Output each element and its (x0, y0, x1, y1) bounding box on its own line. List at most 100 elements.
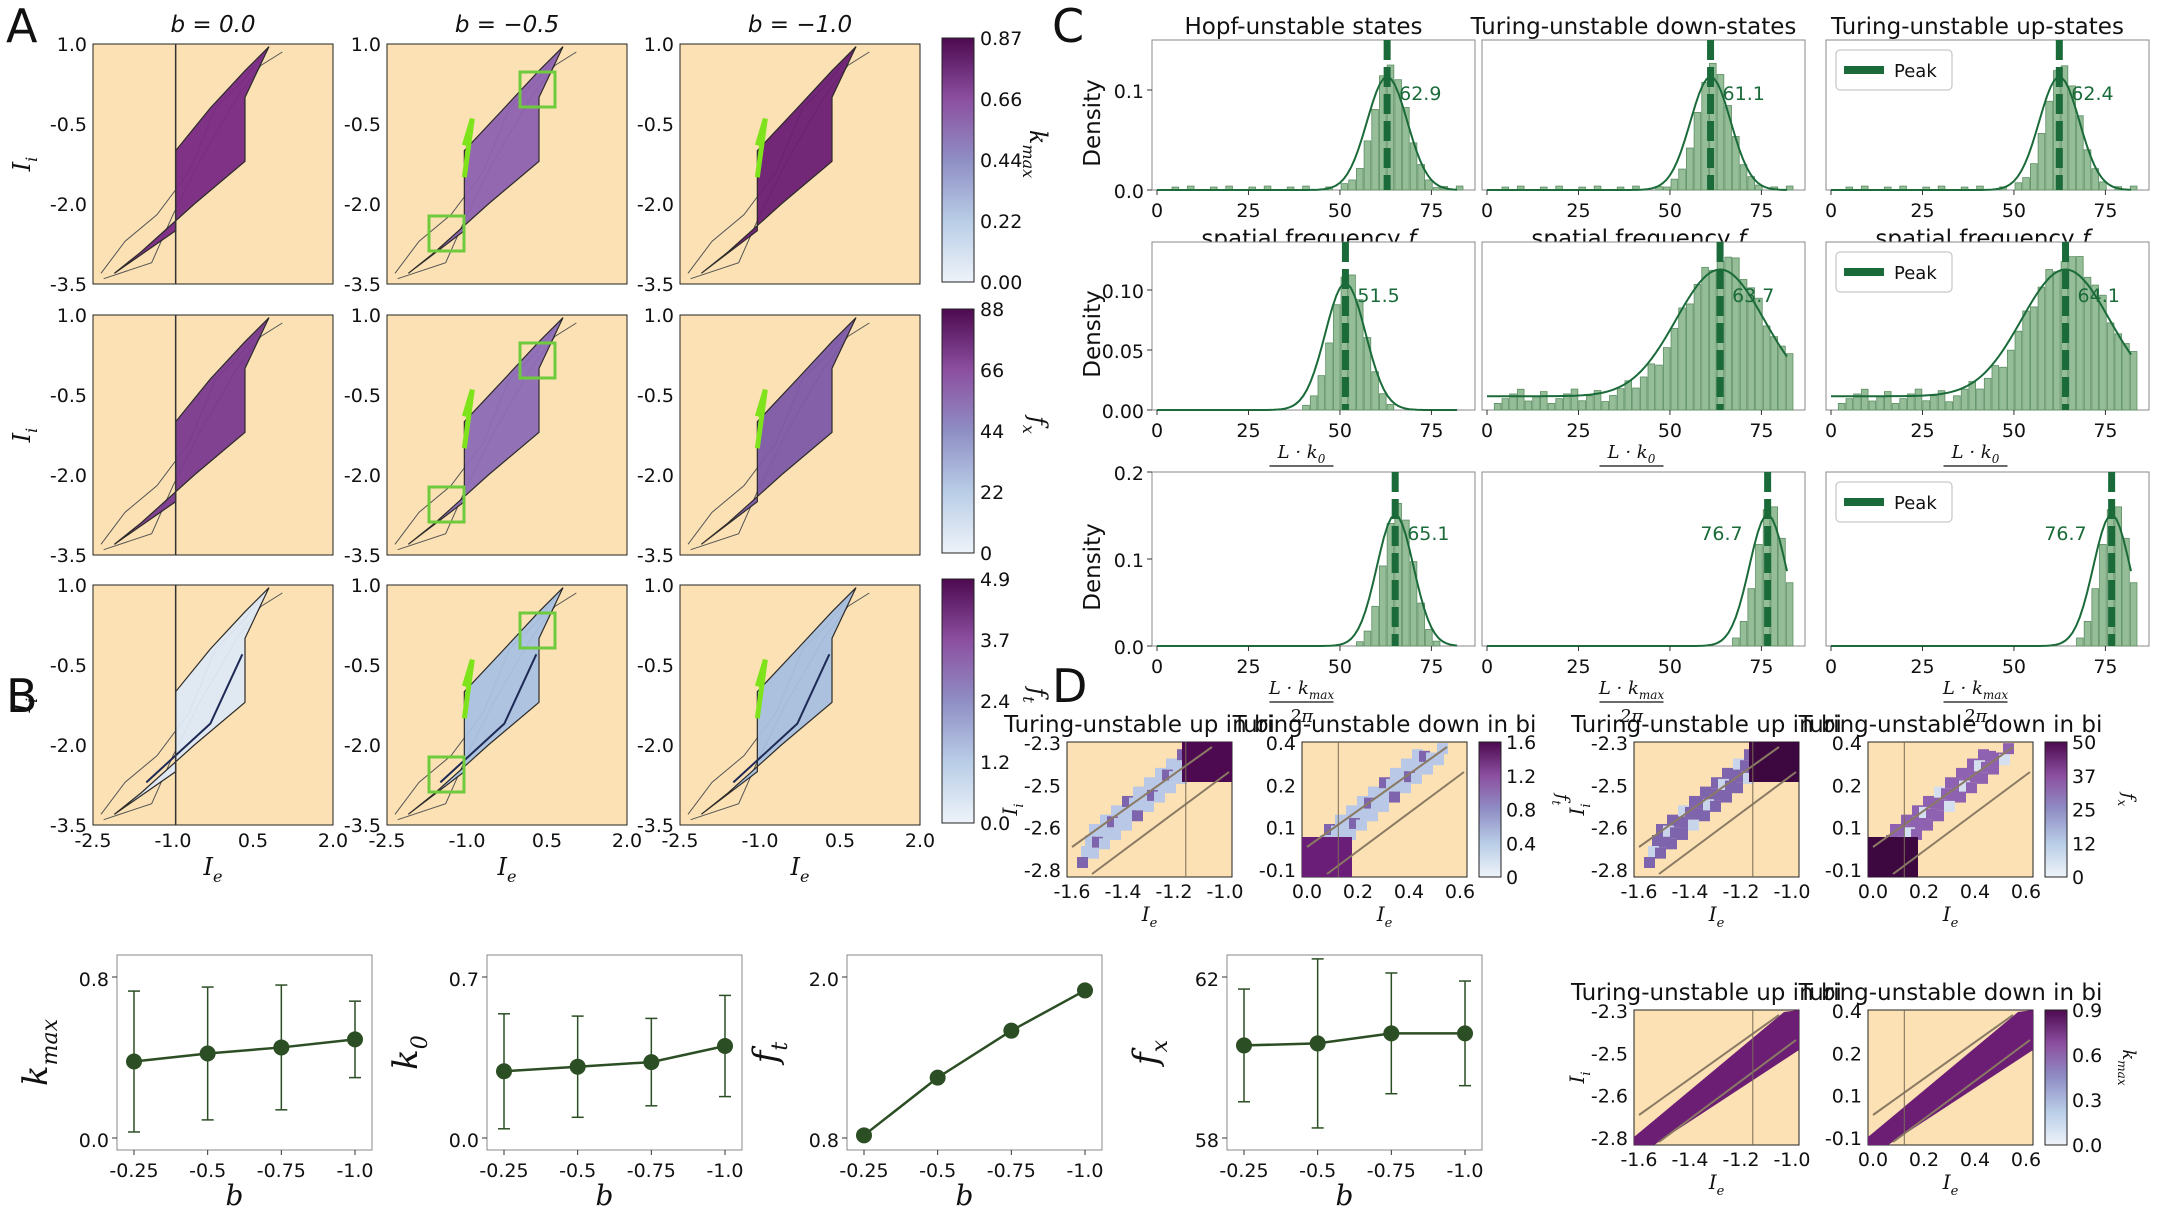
x-axis-label: b (226, 1179, 244, 1212)
hist-bar (2068, 85, 2076, 191)
y-axis-label: Ii (1565, 803, 1594, 816)
heat-cell (1092, 836, 1103, 848)
hist-bar (1785, 353, 1794, 411)
data-point (199, 1045, 216, 1062)
unstable-region (407, 587, 564, 815)
hist-bar (1386, 404, 1395, 411)
hist-frame (1151, 241, 1476, 411)
panel-letter-d: D (1052, 659, 1087, 713)
hist-bar (1639, 376, 1648, 411)
heat-cell (1922, 819, 1933, 831)
heat-cell (1952, 778, 1963, 790)
y-tick-label: 0.2 (1266, 775, 1296, 797)
hist-bar (1899, 398, 1907, 411)
x-axis-label-denom: 2π (1289, 706, 1314, 727)
heat-cell (1948, 789, 1959, 801)
x-tick-label: -1.4 (1671, 881, 1708, 903)
hist-bar (1570, 388, 1579, 411)
panel-a-colorbar-tick: 0.0 (980, 813, 1010, 835)
data-point (496, 1063, 512, 1080)
panel-d-colorbar (2044, 741, 2068, 878)
hist-bar (1914, 388, 1923, 411)
y-tick-label: 0.1 (1114, 81, 1144, 103)
hist-bar (1425, 179, 1433, 191)
panel-a-y-tick: -3.5 (50, 545, 87, 567)
y-axis-label: k0 (386, 1035, 433, 1070)
map-background (679, 43, 921, 285)
panel-a-y-tick: -0.5 (50, 655, 87, 677)
hist-bar (1701, 266, 1709, 411)
x-tick-label: 50 (1328, 200, 1352, 222)
x-tick-label: 25 (1910, 656, 1934, 678)
hist-bar (1493, 402, 1502, 411)
hist-bar (1555, 398, 1563, 411)
green-edge (461, 658, 475, 719)
hist-bar (1540, 391, 1548, 411)
hist-bar (1371, 371, 1379, 411)
panel-a-y-tick: -0.5 (637, 385, 674, 407)
x-tick-label: 0 (1825, 656, 1837, 678)
hist-bar (2053, 271, 2061, 411)
hist-bar (1402, 519, 1410, 647)
panel-a-y-label: Ii (8, 428, 41, 444)
chart-frame (486, 954, 743, 1151)
heat-cell (1710, 800, 1721, 812)
heat-cell (1176, 772, 1187, 784)
legend-box (1835, 481, 1953, 523)
panel-d-colorbar-tick: 1.2 (1506, 766, 1536, 788)
panel-a-x-tick: 2.0 (905, 830, 935, 852)
x-tick-label: 75 (2093, 420, 2117, 442)
hist-bar (1417, 602, 1425, 647)
panel-a-y-tick: 1.0 (351, 305, 381, 327)
chart-B2: 0.7 0.0-0.25 -0.5 -0.75 -1.0 b k0 (386, 954, 744, 1212)
x-tick-label: 75 (2093, 200, 2117, 222)
y-tick-label: 0.0 (1114, 637, 1144, 659)
heat-cell (1165, 782, 1176, 794)
panel-d-colorbar-tick: 0 (2072, 867, 2084, 889)
panel-a-y-tick: -3.5 (637, 274, 674, 296)
panel-letter-a: A (6, 0, 38, 53)
heat-cell (1335, 814, 1346, 826)
y-tick-label: 0.05 (1102, 341, 1144, 363)
boundary-curve (1326, 771, 1465, 875)
panel-a-colorbar-label: fx (1019, 414, 1052, 434)
x-tick-label: 0.4 (1394, 881, 1424, 903)
boundary-line (732, 653, 831, 784)
heat-cell (1122, 795, 1133, 807)
x-tick-label: 0 (1151, 656, 1163, 678)
kde-line (1831, 76, 2132, 191)
heat-cell (1981, 761, 1992, 773)
x-tick-label: 50 (2002, 656, 2026, 678)
y-axis-label: fx (1126, 1039, 1173, 1068)
heat-cell (1411, 772, 1422, 784)
zoom-box-up (518, 70, 557, 109)
peak-value-label: 76.7 (2044, 523, 2086, 545)
x-tick-label: 75 (1419, 420, 1443, 442)
x-axis-label: Ie (1708, 902, 1725, 931)
heat-cell (1740, 760, 1751, 772)
heat-cell (1338, 827, 1349, 839)
heat-cell (1644, 857, 1655, 868)
panel-a-y-tick: -0.5 (344, 385, 381, 407)
x-axis-label: Ie (1141, 902, 1158, 931)
hist-bar (2099, 294, 2107, 411)
x-tick-label: -1.6 (1620, 881, 1657, 903)
hist-bar (1778, 537, 1786, 647)
panel-d-colorbar-tick: 0 (1506, 867, 1518, 889)
heat-cell (1096, 825, 1107, 837)
heat-cell (1656, 824, 1667, 835)
boundary-curve (1892, 1039, 2031, 1143)
heat-cell (1143, 800, 1154, 812)
panel-a-colorbar-tick: 1.2 (980, 752, 1010, 774)
heat-cell (1415, 761, 1426, 773)
unstable-region (700, 46, 857, 274)
peak-value-label: 61.1 (1723, 83, 1765, 105)
panel-a-col-title-0: b = 0.0 (170, 12, 255, 38)
series-line (133, 1038, 356, 1063)
heat-cell (1360, 808, 1371, 820)
chart-frame (846, 954, 1103, 1151)
panel-a-x-label: Ie (203, 853, 223, 886)
hist-bar (2129, 351, 2138, 411)
